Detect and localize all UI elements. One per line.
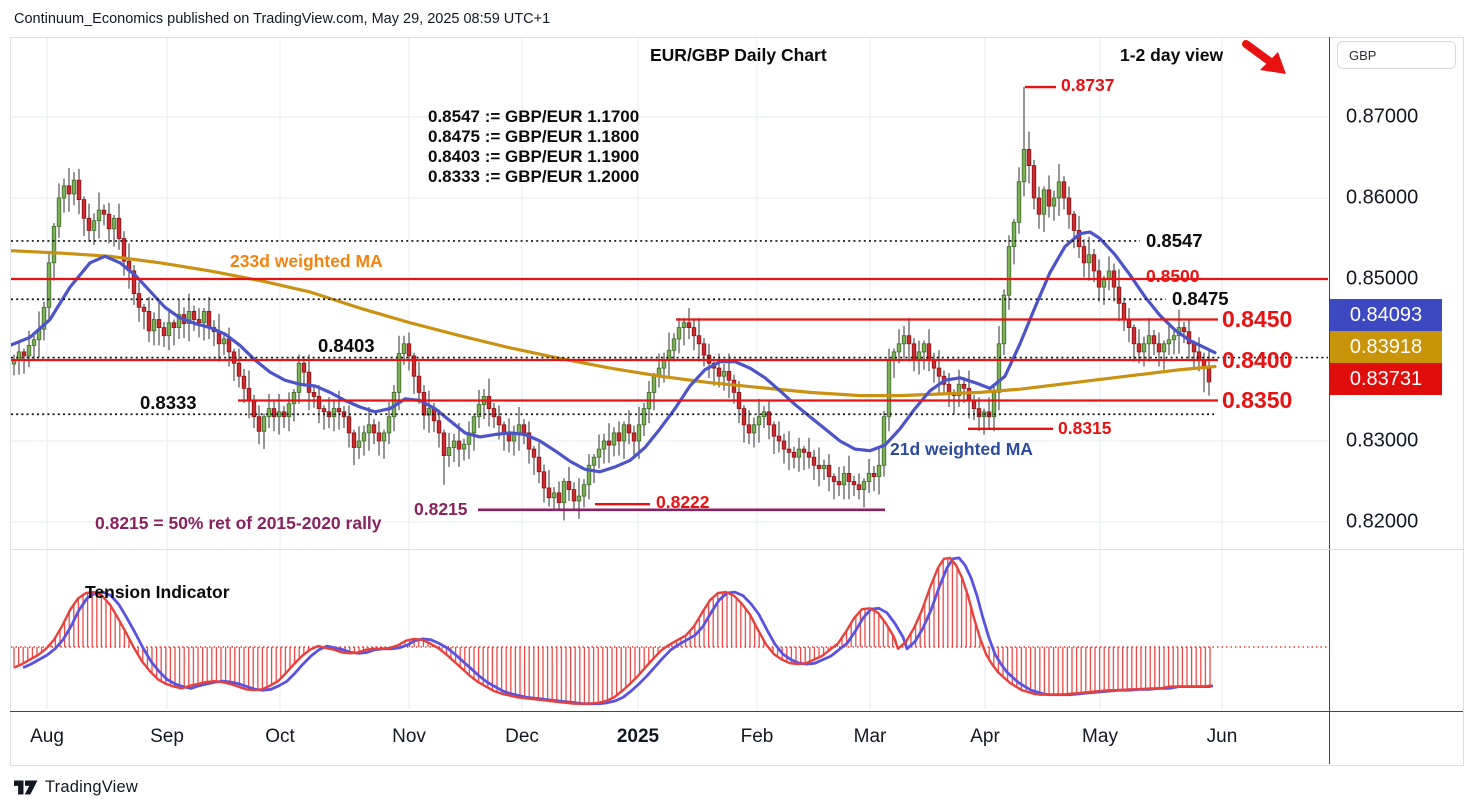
overlay-label: 0.8350 (1222, 386, 1293, 413)
month-tick: Aug (30, 726, 64, 747)
view-note: 1-2 day view (1120, 45, 1224, 65)
month-tick: Mar (853, 726, 887, 747)
overlay-label: 0.8215 = 50% ret of 2015-2020 rally (95, 513, 382, 534)
overlay-label: 0.8475 (1172, 287, 1229, 309)
tradingview-logo-icon (14, 780, 38, 795)
tradingview-footer: TradingView (14, 778, 138, 797)
price-badge: 0.83918 (1330, 331, 1442, 363)
time-axis-separator (10, 711, 1463, 712)
overlay-label: Tension Indicator (85, 582, 230, 603)
price-badge: 0.83731 (1330, 363, 1442, 395)
month-tick: Sep (150, 726, 184, 747)
panel-separator (10, 549, 1463, 550)
overlay-label: 0.8403 (318, 334, 375, 356)
month-tick: Dec (505, 726, 539, 747)
month-tick: Feb (740, 726, 774, 747)
month-tick: Oct (265, 726, 295, 747)
price-tick: 0.83000 (1346, 429, 1419, 452)
conversion-annotation-line: 0.8333 := GBP/EUR 1.2000 (428, 167, 640, 186)
tension-blue-line (22, 556, 1214, 706)
month-tick: May (1082, 726, 1118, 747)
down-right-arrow-icon (1242, 40, 1286, 74)
overlay-label: 21d weighted MA (890, 439, 1033, 460)
conversion-annotation-line: 0.8547 := GBP/EUR 1.1700 (428, 107, 640, 126)
candlestick-series (11, 87, 1212, 521)
tension-red-line (13, 556, 1212, 705)
overlay-label: 0.8547 (1146, 229, 1203, 251)
symbol-label: GBP (1349, 47, 1377, 63)
overlay-label: 0.8737 (1061, 75, 1115, 96)
overlay-label: 0.8500 (1146, 266, 1200, 287)
price-axis-separator (1329, 37, 1330, 764)
month-tick: Jun (1206, 726, 1238, 747)
price-tick: 0.87000 (1346, 105, 1419, 128)
tradingview-logo-text: TradingView (45, 778, 138, 796)
overlay-label: 233d weighted MA (230, 251, 383, 272)
overlay-label: 0.8450 (1222, 305, 1293, 332)
chart-frame (10, 37, 1464, 766)
conversion-annotation-line: 0.8475 := GBP/EUR 1.1800 (428, 127, 640, 146)
price-badge: 0.84093 (1330, 299, 1442, 331)
overlay-label: 0.8315 (1058, 418, 1112, 439)
price-tick: 0.85000 (1346, 267, 1419, 290)
overlay-label: 0.8215 (414, 499, 468, 520)
chart-title: EUR/GBP Daily Chart (650, 45, 827, 65)
publish-credit: Continuum_Economics published on Trading… (14, 11, 551, 27)
month-tick: 2025 (616, 726, 660, 747)
price-tick: 0.86000 (1346, 186, 1419, 209)
price-tick: 0.82000 (1346, 510, 1419, 533)
overlay-label: 0.8333 (140, 391, 197, 413)
month-tick: Apr (970, 726, 1000, 747)
overlay-label: 0.8222 (656, 492, 710, 513)
symbol-search-box[interactable]: GBP (1337, 41, 1456, 69)
ma-233d-line (11, 249, 1217, 398)
conversion-annotation-line: 0.8403 := GBP/EUR 1.1900 (428, 147, 640, 166)
overlay-label: 0.8400 (1222, 346, 1293, 373)
month-tick: Nov (392, 726, 426, 747)
